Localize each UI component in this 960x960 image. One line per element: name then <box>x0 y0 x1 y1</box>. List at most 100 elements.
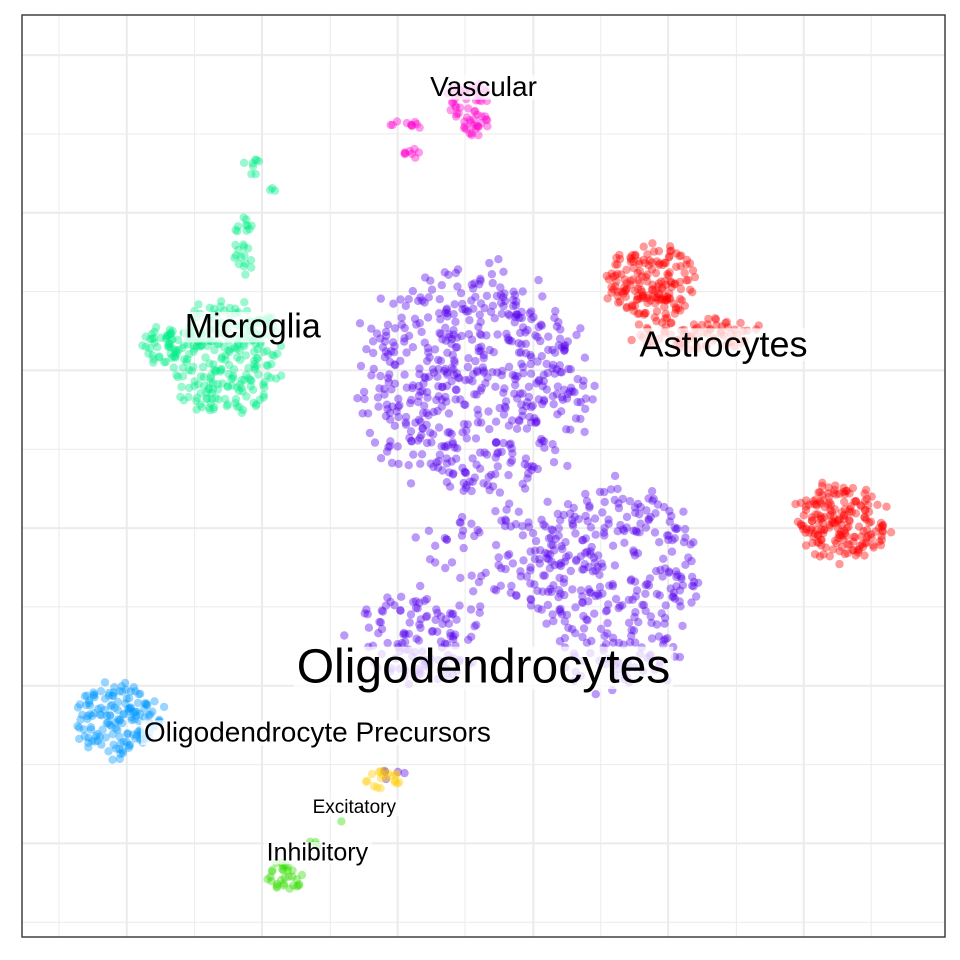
point-microglia <box>217 365 226 375</box>
point-oligodendrocytes <box>438 619 447 629</box>
point-astrocytes <box>661 309 670 319</box>
point-oligodendrocytes <box>539 571 548 580</box>
point-microglia <box>146 335 155 344</box>
point-oligodendrocytes <box>373 393 383 402</box>
point-astrocytes <box>828 545 838 554</box>
point-oligodendrocyte-precursors <box>129 730 138 739</box>
point-astrocytes <box>635 267 645 276</box>
point-oligodendrocyte-precursors <box>84 743 93 752</box>
point-microglia <box>211 393 220 403</box>
point-astrocytes <box>835 515 844 524</box>
point-astrocytes <box>647 258 657 267</box>
point-oligodendrocyte-precursors <box>82 700 91 710</box>
point-oligodendrocytes <box>689 577 699 587</box>
point-astrocytes <box>810 529 820 538</box>
point-oligodendrocytes <box>462 481 471 490</box>
point-oligodendrocyte-precursors <box>115 687 124 696</box>
point-oligodendrocytes <box>435 328 444 338</box>
point-astrocytes <box>667 318 676 327</box>
point-oligodendrocytes <box>512 310 521 319</box>
point-astrocytes <box>818 478 827 487</box>
point-oligodendrocytes <box>435 295 444 304</box>
point-astrocytes <box>654 295 664 305</box>
point-astrocytes <box>858 542 868 552</box>
point-oligodendrocytes <box>644 516 653 525</box>
point-oligodendrocytes <box>515 313 524 322</box>
point-oligodendrocytes <box>427 438 436 447</box>
point-oligodendrocytes <box>416 387 425 396</box>
point-astrocytes <box>628 250 637 260</box>
point-microglia <box>149 355 158 364</box>
point-oligodendrocytes <box>591 566 600 575</box>
point-astrocytes <box>660 258 669 267</box>
point-oligodendrocytes <box>501 403 510 413</box>
point-oligodendrocytes <box>500 521 510 531</box>
point-microglia <box>247 263 256 272</box>
point-astrocytes <box>622 303 631 313</box>
point-astrocytes <box>612 253 621 263</box>
point-astrocytes <box>613 291 622 301</box>
point-oligodendrocytes <box>582 638 592 647</box>
point-oligodendrocytes <box>387 385 396 394</box>
point-oligodendrocyte-precursors <box>140 704 149 713</box>
point-astrocytes <box>633 292 642 301</box>
point-microglia <box>206 399 216 408</box>
point-astrocytes <box>854 522 864 531</box>
point-oligodendrocytes <box>442 640 452 649</box>
point-astrocytes <box>711 315 721 324</box>
point-oligodendrocytes <box>641 606 650 616</box>
point-astrocytes <box>851 533 860 542</box>
point-oligodendrocytes <box>501 516 511 526</box>
point-oligodendrocytes <box>377 606 386 615</box>
point-oligodendrocytes <box>475 329 485 339</box>
point-microglia <box>178 372 188 381</box>
point-oligodendrocytes <box>390 324 400 333</box>
point-oligodendrocytes <box>434 382 443 391</box>
point-oligodendrocytes <box>572 556 581 566</box>
point-oligodendrocytes <box>550 313 559 322</box>
point-oligodendrocytes <box>522 424 532 433</box>
point-oligodendrocytes <box>554 341 563 350</box>
point-oligodendrocytes <box>462 426 471 435</box>
point-astrocytes <box>817 541 826 550</box>
point-oligodendrocytes <box>687 598 696 607</box>
point-astrocytes <box>837 531 846 540</box>
point-astrocytes <box>635 279 644 288</box>
point-astrocytes <box>797 521 806 530</box>
point-oligodendrocytes <box>667 511 676 521</box>
point-oligodendrocytes <box>514 507 523 516</box>
point-astrocytes <box>653 293 662 302</box>
point-astrocytes <box>669 299 679 308</box>
point-oligodendrocytes <box>417 327 426 337</box>
point-astrocytes <box>665 252 674 261</box>
point-microglia <box>276 341 286 351</box>
point-oligodendrocytes <box>443 428 452 437</box>
point-oligodendrocytes <box>457 331 466 341</box>
point-excitatory <box>390 778 399 787</box>
point-oligodendrocytes <box>455 374 464 383</box>
point-oligodendrocytes <box>448 609 458 618</box>
point-oligodendrocytes <box>611 594 621 604</box>
point-microglia <box>252 155 261 165</box>
point-oligodendrocyte-precursors <box>131 687 140 696</box>
point-oligodendrocytes <box>476 602 485 611</box>
point-oligodendrocyte-precursors <box>129 708 138 717</box>
point-oligodendrocytes <box>449 469 458 478</box>
point-microglia <box>266 185 275 195</box>
point-oligodendrocytes <box>618 494 627 504</box>
point-oligodendrocytes <box>676 572 686 581</box>
point-astrocytes <box>876 518 886 528</box>
point-oligodendrocytes <box>444 270 453 279</box>
point-oligodendrocytes <box>516 328 525 338</box>
point-oligodendrocytes <box>650 528 660 537</box>
point-vascular <box>414 148 423 157</box>
point-oligodendrocytes <box>480 448 489 457</box>
point-microglia <box>169 352 178 361</box>
point-oligodendrocytes <box>513 394 522 403</box>
point-microglia <box>242 392 251 401</box>
point-microglia <box>242 370 251 379</box>
point-oligodendrocytes <box>485 258 494 268</box>
point-oligodendrocytes <box>389 348 399 357</box>
point-microglia <box>164 342 173 352</box>
point-oligodendrocytes <box>658 572 667 581</box>
